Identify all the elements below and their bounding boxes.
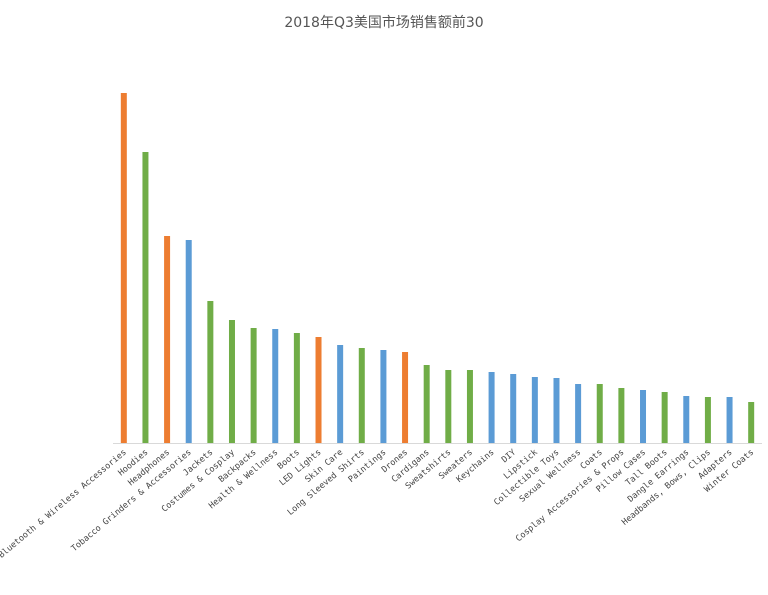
- bar: [466, 370, 473, 443]
- bar: [531, 377, 538, 443]
- bar: [704, 397, 711, 443]
- bar: [207, 301, 214, 443]
- bar: [120, 93, 127, 443]
- bar: [272, 329, 279, 443]
- bar: [683, 396, 690, 443]
- bar: [358, 348, 365, 443]
- bar: [575, 384, 582, 443]
- bar: [185, 240, 192, 443]
- bar: [510, 374, 517, 443]
- bar: [293, 333, 300, 443]
- bar: [661, 392, 668, 443]
- bar: [228, 320, 235, 443]
- bar: [250, 328, 257, 443]
- bar: [142, 152, 149, 443]
- bar: [402, 352, 409, 443]
- bar: [315, 337, 322, 443]
- bar: [553, 378, 560, 443]
- bar: [164, 236, 171, 443]
- bar: [380, 350, 387, 443]
- bar: [618, 388, 625, 443]
- bar: [423, 365, 430, 443]
- bar: [445, 370, 452, 443]
- bar: [726, 397, 733, 443]
- bar: [748, 402, 755, 443]
- bar: [488, 372, 495, 443]
- bar: [640, 390, 647, 443]
- bar: [596, 384, 603, 443]
- chart-title: 2018年Q3美国市场销售额前30: [284, 14, 483, 31]
- bar: [337, 345, 344, 443]
